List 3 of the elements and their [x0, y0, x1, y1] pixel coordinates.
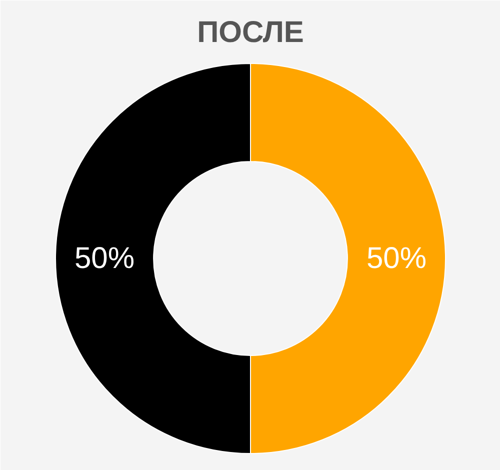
data-label: 50%	[74, 242, 135, 275]
data-label: 50%	[366, 242, 427, 275]
chart-title: ПОСЛЕ	[197, 16, 304, 49]
